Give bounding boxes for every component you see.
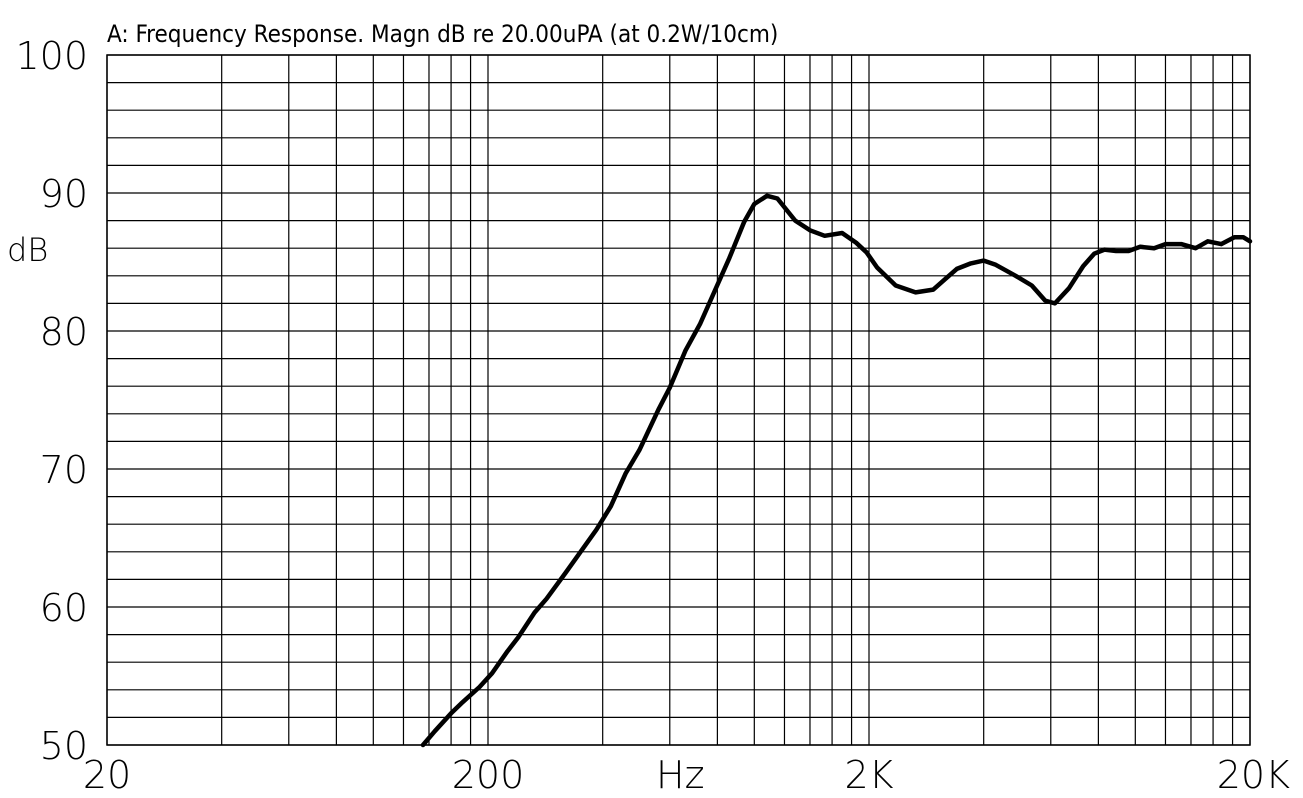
x-tick-labels: 20 200 2K 20K [83,753,1290,797]
y-tick-label: 60 [40,586,88,630]
y-tick-labels: 100 90 80 70 60 50 [15,34,88,768]
x-tick-label: 20K [1217,753,1290,797]
y-tick-label: 80 [40,310,88,354]
chart-title: A: Frequency Response. Magn dB re 20.00u… [107,20,778,48]
y-tick-label: 100 [15,34,88,78]
x-tick-label: 20 [83,753,131,797]
x-axis-label: Hz [656,753,705,797]
x-tick-label: 200 [452,753,525,797]
y-tick-label: 90 [40,172,88,216]
y-tick-label: 70 [40,448,88,492]
plot-frame [106,54,1251,746]
x-tick-label: 2K [844,753,893,797]
response-curve [420,193,1253,748]
chart-grid [106,54,1251,746]
y-axis-label: dB [7,231,48,269]
y-tick-label: 50 [40,724,88,768]
